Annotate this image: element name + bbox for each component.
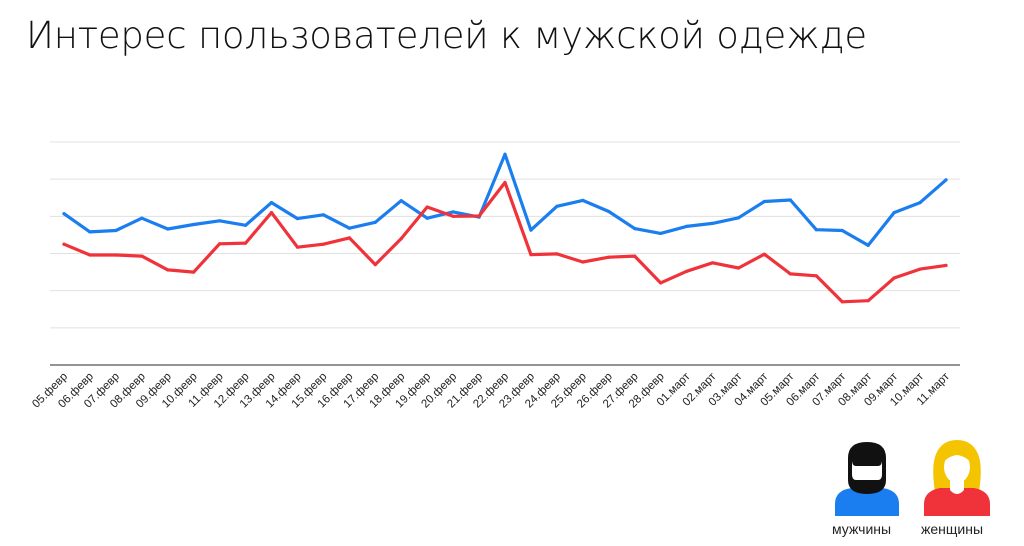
chart-title: Интерес пользователей к мужской одежде xyxy=(26,14,867,57)
data-point xyxy=(840,300,844,304)
data-point xyxy=(218,242,222,246)
data-point xyxy=(710,221,715,225)
data-point xyxy=(399,237,403,241)
gridlines xyxy=(50,141,960,329)
data-point xyxy=(218,219,222,223)
data-point xyxy=(633,254,637,258)
data-point xyxy=(399,199,403,203)
data-point xyxy=(451,214,455,218)
data-point xyxy=(892,276,896,280)
data-point xyxy=(347,226,351,230)
data-point xyxy=(866,299,870,303)
data-point xyxy=(321,213,326,217)
data-point xyxy=(866,243,870,247)
data-point xyxy=(814,228,818,232)
data-point xyxy=(62,212,66,216)
data-point xyxy=(762,199,767,204)
data-point xyxy=(269,211,274,215)
data-point xyxy=(425,205,429,209)
data-point xyxy=(529,228,533,232)
data-point xyxy=(684,224,689,228)
data-point xyxy=(555,252,559,256)
legend-label-men: мужчины xyxy=(832,521,892,537)
data-point xyxy=(788,198,792,202)
data-point xyxy=(503,152,507,156)
data-point xyxy=(892,211,896,215)
data-point xyxy=(659,281,663,285)
series-group xyxy=(62,152,948,304)
data-point xyxy=(166,268,170,272)
woman-icon xyxy=(924,440,990,516)
data-point xyxy=(295,216,300,221)
data-point xyxy=(840,228,844,233)
data-point xyxy=(607,209,611,214)
data-point xyxy=(555,204,559,208)
data-point xyxy=(321,242,326,246)
data-point xyxy=(166,227,170,231)
data-point xyxy=(243,241,248,245)
data-point xyxy=(114,253,118,257)
data-point xyxy=(373,263,377,267)
data-point xyxy=(295,245,300,249)
data-point xyxy=(918,200,922,205)
data-point xyxy=(347,236,351,240)
data-point xyxy=(425,216,429,220)
data-point xyxy=(451,210,455,214)
data-point xyxy=(814,274,818,278)
data-point xyxy=(684,269,689,273)
data-point xyxy=(944,263,948,267)
data-point xyxy=(88,253,92,257)
data-point xyxy=(243,223,248,227)
legend-label-women: женщины xyxy=(921,521,984,537)
data-point xyxy=(140,254,144,258)
data-point xyxy=(788,272,792,276)
data-point xyxy=(607,255,611,259)
data-point xyxy=(477,214,481,218)
data-point xyxy=(581,260,585,264)
data-point xyxy=(140,216,144,220)
data-point xyxy=(373,220,377,224)
data-point xyxy=(944,178,948,182)
data-point xyxy=(736,266,741,270)
data-point xyxy=(633,226,637,231)
data-point xyxy=(529,253,533,257)
data-point xyxy=(88,230,92,234)
x-tick-labels: 05.февр06.февр07.февр08.февр09.февр10.фе… xyxy=(30,370,952,410)
data-point xyxy=(503,180,507,185)
series-line-men xyxy=(62,152,948,247)
data-point xyxy=(192,222,196,227)
data-point xyxy=(918,267,922,271)
data-point xyxy=(269,200,274,205)
series-line-women xyxy=(62,180,948,304)
data-point xyxy=(192,270,196,274)
data-point xyxy=(659,231,663,236)
data-point xyxy=(736,216,741,220)
data-point xyxy=(114,228,118,233)
data-point xyxy=(710,261,715,265)
data-point xyxy=(581,198,585,202)
data-point xyxy=(62,242,66,246)
data-point xyxy=(762,252,767,256)
man-icon xyxy=(835,442,899,516)
